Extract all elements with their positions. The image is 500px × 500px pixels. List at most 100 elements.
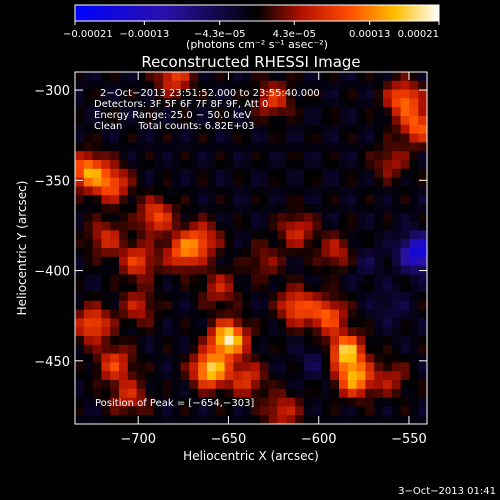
heatmap-cell [347, 212, 357, 222]
heatmap-cell [110, 353, 120, 363]
heatmap-cell [224, 89, 234, 99]
heatmap-cell [356, 151, 366, 161]
heatmap-cell [92, 309, 102, 319]
heatmap-cell [215, 168, 225, 178]
heatmap-cell [171, 248, 181, 258]
heatmap-cell [259, 89, 269, 99]
heatmap-cell [242, 353, 252, 363]
heatmap-cell [295, 195, 305, 205]
heatmap-cell [277, 300, 287, 310]
heatmap-cell [312, 221, 322, 231]
heatmap-cell [391, 283, 401, 293]
heatmap-cell [171, 283, 181, 293]
heatmap-cell [224, 98, 234, 108]
heatmap-cell [215, 327, 225, 337]
heatmap-cell [154, 177, 164, 187]
heatmap-cell [339, 415, 349, 424]
heatmap-cell [75, 256, 85, 266]
heatmap-cell [83, 89, 93, 99]
heatmap-cell [101, 362, 111, 372]
heatmap-cell [286, 212, 296, 222]
heatmap-cell [207, 380, 217, 390]
heatmap-cell [409, 221, 419, 231]
heatmap-cell [251, 177, 261, 187]
heatmap-cell [339, 327, 349, 337]
heatmap-cell [198, 380, 208, 390]
heatmap-cell [242, 415, 252, 424]
heatmap-cell [163, 177, 173, 187]
heatmap-cell [330, 353, 340, 363]
heatmap-cell [356, 107, 366, 117]
heatmap-cell [180, 274, 190, 284]
heatmap-cell [110, 72, 120, 82]
heatmap-cell [374, 415, 384, 424]
heatmap-cell [374, 388, 384, 398]
heatmap-cell [356, 265, 366, 275]
y-tick-label: −350 [34, 174, 70, 189]
heatmap-cell [119, 309, 129, 319]
heatmap-cell [383, 388, 393, 398]
heatmap-cell [268, 318, 278, 328]
heatmap-cell [251, 265, 261, 275]
heatmap-cell [347, 292, 357, 302]
heatmap-cell [277, 186, 287, 196]
heatmap-cell [374, 151, 384, 161]
heatmap-cell [127, 116, 137, 126]
heatmap-cell [286, 98, 296, 108]
heatmap-cell [224, 336, 234, 346]
heatmap-cell [251, 362, 261, 372]
heatmap-cell [242, 230, 252, 240]
heatmap-cell [83, 388, 93, 398]
heatmap-cell [418, 274, 427, 284]
heatmap-cell [374, 186, 384, 196]
heatmap-cell [207, 336, 217, 346]
heatmap-cell [110, 142, 120, 152]
heatmap-cell [339, 195, 349, 205]
heatmap-cell [356, 142, 366, 152]
heatmap-cell [365, 309, 375, 319]
heatmap-cell [259, 204, 269, 214]
heatmap-cell [303, 397, 313, 407]
heatmap-cell [75, 89, 85, 99]
heatmap-cell [391, 116, 401, 126]
heatmap-cell [339, 318, 349, 328]
heatmap-cell [207, 309, 217, 319]
heatmap-cell [75, 283, 85, 293]
heatmap-cell [251, 221, 261, 231]
heatmap-cell [110, 265, 120, 275]
heatmap-cell [409, 344, 419, 354]
heatmap-cell [207, 371, 217, 381]
heatmap-cell [233, 80, 243, 90]
heatmap-cell [110, 239, 120, 249]
heatmap-cell [198, 177, 208, 187]
heatmap-cell [347, 362, 357, 372]
heatmap-cell [75, 239, 85, 249]
heatmap-cell [303, 221, 313, 231]
heatmap-cell [92, 353, 102, 363]
heatmap-cell [119, 195, 129, 205]
heatmap-cell [321, 248, 331, 258]
heatmap-cell [110, 168, 120, 178]
heatmap-cell [347, 221, 357, 231]
heatmap-cell [391, 371, 401, 381]
heatmap-cell [312, 406, 322, 416]
heatmap-cell [198, 98, 208, 108]
heatmap-cell [136, 80, 146, 90]
heatmap-area [75, 72, 427, 424]
heatmap-cell [163, 72, 173, 82]
heatmap-cell [127, 371, 137, 381]
heatmap-cell [356, 353, 366, 363]
heatmap-cell [75, 177, 85, 187]
heatmap-cell [119, 133, 129, 143]
heatmap-cell [215, 80, 225, 90]
heatmap-cell [75, 388, 85, 398]
heatmap-cell [286, 415, 296, 424]
heatmap-cell [242, 274, 252, 284]
heatmap-cell [119, 415, 129, 424]
heatmap-cell [242, 256, 252, 266]
heatmap-cell [92, 248, 102, 258]
heatmap-cell [163, 309, 173, 319]
heatmap-cell [233, 256, 243, 266]
heatmap-cell [251, 300, 261, 310]
heatmap-cell [75, 221, 85, 231]
